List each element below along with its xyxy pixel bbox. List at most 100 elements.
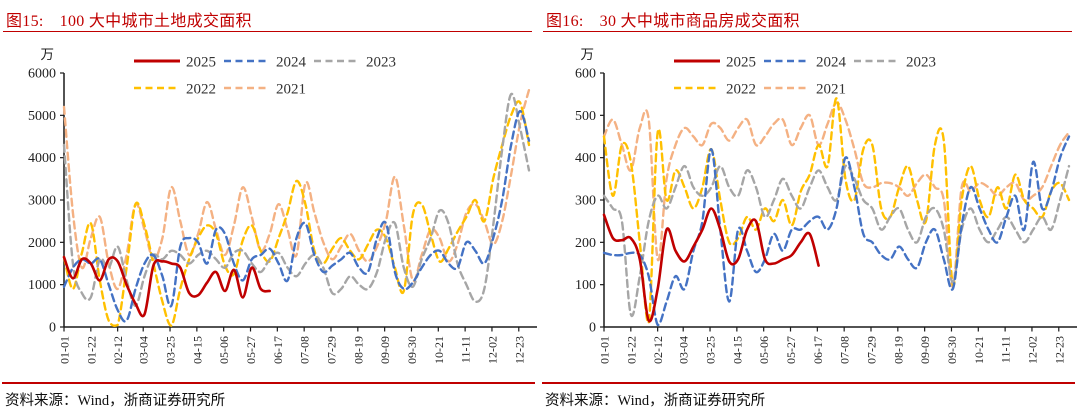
- title-separator: [543, 31, 1072, 32]
- y-tick-label: 600: [575, 67, 596, 82]
- y-tick-label: 3000: [28, 194, 56, 209]
- figure-label: 图16:: [546, 13, 584, 30]
- legend-label: 2023: [906, 55, 936, 71]
- x-tick-label: 04-15: [190, 336, 204, 364]
- legend-label: 2025: [726, 55, 756, 71]
- land-transaction-area-chart: 0 1000 2000 3000 4000 5000 6000 万 01-01 01-22 02-1…: [0, 39, 540, 385]
- x-tick-label: 05-27: [244, 336, 258, 364]
- x-tick-label: 09-09: [918, 336, 932, 364]
- x-tick-label: 05-06: [217, 336, 231, 364]
- x-tick-label: 11-11: [459, 336, 473, 363]
- y-tick-label: 0: [589, 321, 596, 336]
- x-tick-label: 03-04: [677, 336, 691, 364]
- y-tick-label: 500: [575, 109, 596, 124]
- x-tick-label: 12-23: [1052, 336, 1066, 364]
- y-tick-label: 5000: [28, 109, 56, 124]
- y-tick-label: 300: [575, 194, 596, 209]
- legend-label: 2025: [186, 55, 216, 71]
- figure-16-header: 图16: 30 大中城市商品房成交面积: [546, 7, 800, 31]
- series-line-2023: [602, 164, 1071, 318]
- x-tick-label: 09-09: [378, 336, 392, 364]
- x-tick-label: 07-29: [864, 336, 878, 364]
- x-tick-label: 03-04: [137, 336, 151, 364]
- legend-label: 2021: [276, 82, 306, 98]
- series-line-2023: [62, 92, 531, 308]
- x-tick-label: 03-25: [704, 336, 718, 364]
- y-axis-unit: 万: [41, 47, 55, 62]
- legend-item-2022: 2022: [134, 82, 216, 98]
- figure-15-panel: 图15: 100 大中城市土地成交面积 0 1000 2000 3000 4000 5000…: [0, 7, 540, 409]
- legend-label: 2021: [816, 82, 846, 98]
- housing-transaction-area-chart: 0 100 200 300 400 500 600 万 01-01 01-22 02-12 03-04…: [540, 39, 1080, 385]
- x-tick-label: 06-17: [271, 336, 285, 364]
- legend-label: 2024: [816, 55, 847, 71]
- x-tick-label: 12-23: [512, 336, 526, 364]
- legend-item-2024: 2024: [764, 55, 847, 71]
- x-tick-label: 12-02: [1025, 336, 1039, 364]
- legend-label: 2023: [366, 55, 396, 71]
- series-line-2021: [602, 101, 1071, 289]
- series-line-2025: [602, 207, 820, 323]
- x-tick-label: 09-30: [405, 336, 419, 364]
- legend-item-2022: 2022: [674, 82, 756, 98]
- series-line-2022: [602, 97, 1071, 325]
- source-note: 资料来源：Wind，浙商证券研究所: [5, 393, 226, 409]
- x-tick-label: 07-08: [298, 336, 312, 364]
- legend-label: 2022: [186, 82, 216, 98]
- legend-item-2025: 2025: [134, 55, 216, 71]
- x-tick-label: 09-30: [945, 336, 959, 364]
- figure-title: 30 大中城市商品房成交面积: [599, 13, 800, 30]
- figure-label: 图15:: [6, 13, 44, 30]
- x-tick-label: 02-12: [651, 336, 665, 364]
- series-line-2022: [62, 100, 531, 327]
- y-tick-label: 2000: [28, 236, 56, 251]
- footer-separator: [2, 382, 535, 384]
- y-tick-label: 4000: [28, 151, 56, 166]
- x-tick-label: 12-02: [485, 336, 499, 364]
- y-tick-label: 400: [575, 151, 596, 166]
- x-tick-label: 05-06: [757, 336, 771, 364]
- series-line-2021: [62, 88, 531, 291]
- legend-item-2023: 2023: [854, 55, 936, 71]
- chart-canvas: 0 100 200 300 400 500 600 万 01-01 01-22 02-12 03-04…: [575, 47, 1077, 364]
- x-tick-label: 08-19: [891, 336, 905, 364]
- x-tick-label: 10-21: [972, 336, 986, 364]
- x-tick-label: 01-01: [58, 336, 72, 364]
- y-tick-label: 6000: [28, 67, 56, 82]
- chart-canvas: 0 1000 2000 3000 4000 5000 6000 万 01-01 01-22 02-1…: [28, 47, 537, 364]
- x-tick-label: 01-22: [84, 336, 98, 364]
- legend-item-2025: 2025: [674, 55, 756, 71]
- legend-label: 2024: [276, 55, 307, 71]
- figure-title: 100 大中城市土地成交面积: [59, 13, 252, 30]
- legend-label: 2022: [726, 82, 756, 98]
- x-tick-label: 07-29: [324, 336, 338, 364]
- x-tick-label: 01-22: [624, 336, 638, 364]
- x-tick-label: 05-27: [784, 336, 798, 364]
- y-axis-unit: 万: [581, 47, 595, 62]
- x-tick-label: 03-25: [164, 336, 178, 364]
- source-note: 资料来源：Wind，浙商证券研究所: [545, 393, 766, 409]
- x-tick-label: 07-08: [838, 336, 852, 364]
- figure-15-header: 图15: 100 大中城市土地成交面积: [6, 7, 252, 31]
- series-line-2024: [62, 109, 531, 323]
- legend-item-2024: 2024: [224, 55, 307, 71]
- y-tick-label: 100: [575, 278, 596, 293]
- x-tick-label: 06-17: [811, 336, 825, 364]
- footer-separator: [542, 382, 1075, 384]
- y-tick-label: 200: [575, 236, 596, 251]
- legend-item-2021: 2021: [224, 82, 306, 98]
- x-tick-label: 04-15: [730, 336, 744, 364]
- figure-16-panel: 图16: 30 大中城市商品房成交面积 0 100 200 300 400 500 600 万 0…: [540, 0, 1080, 415]
- y-tick-label: 1000: [28, 278, 56, 293]
- legend-item-2023: 2023: [314, 55, 396, 71]
- x-tick-label: 11-11: [999, 336, 1013, 363]
- y-tick-label: 0: [49, 321, 56, 336]
- title-separator: [3, 31, 532, 32]
- x-tick-label: 08-19: [351, 336, 365, 364]
- series-line-2024: [602, 135, 1071, 327]
- series-line-2025: [62, 255, 271, 318]
- x-tick-label: 10-21: [432, 336, 446, 364]
- x-tick-label: 01-01: [598, 336, 612, 364]
- x-tick-label: 02-12: [111, 336, 125, 364]
